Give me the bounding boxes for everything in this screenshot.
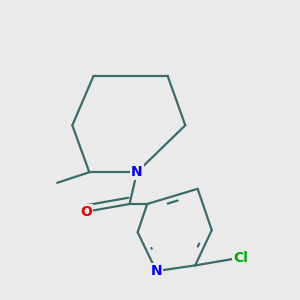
Text: N: N (131, 165, 143, 179)
Text: O: O (80, 205, 92, 219)
Text: Cl: Cl (233, 250, 248, 265)
Text: N: N (151, 264, 162, 278)
